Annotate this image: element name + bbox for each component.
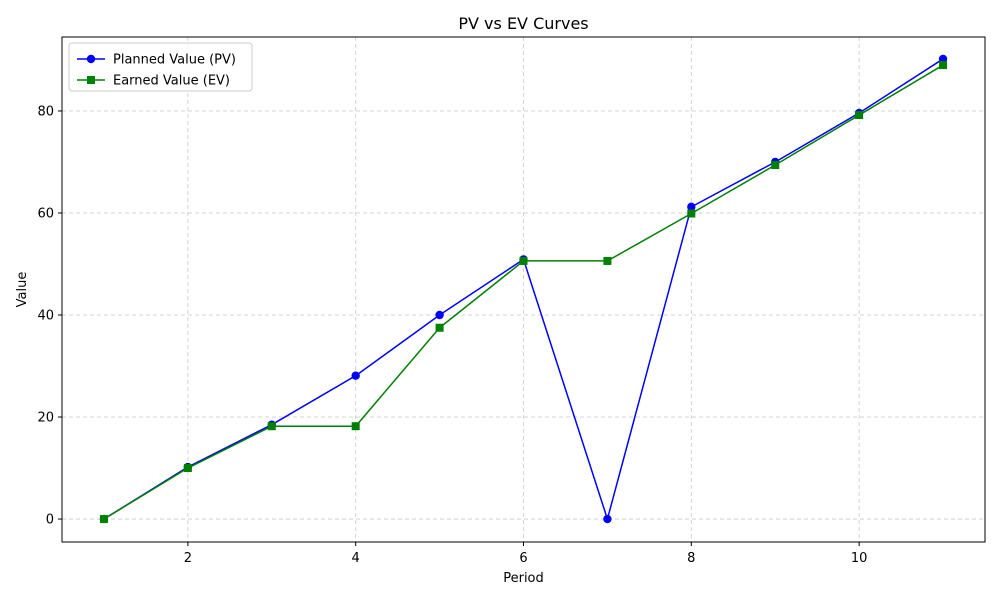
legend-marker bbox=[86, 54, 96, 64]
x-tick-label: 4 bbox=[352, 551, 360, 566]
planned-value-point bbox=[351, 371, 360, 380]
y-axis-label: Value bbox=[15, 272, 30, 308]
earned-value-point bbox=[603, 256, 612, 265]
x-tick-label: 10 bbox=[851, 551, 868, 566]
legend-label: Planned Value (PV) bbox=[113, 53, 236, 68]
y-tick-label: 80 bbox=[37, 104, 54, 119]
earned-value-point bbox=[855, 111, 864, 120]
x-tick-label: 6 bbox=[519, 551, 527, 566]
series-layer bbox=[99, 54, 948, 524]
x-tick-label: 2 bbox=[184, 551, 192, 566]
earned-value-series bbox=[99, 61, 948, 524]
earned-value-point bbox=[267, 422, 276, 431]
grid-lines bbox=[62, 37, 985, 542]
legend-item-earned-value: Earned Value (EV) bbox=[77, 74, 230, 89]
y-tick-label: 60 bbox=[37, 206, 54, 221]
earned-value-point bbox=[183, 464, 192, 473]
earned-value-point bbox=[435, 323, 444, 332]
y-tick-label: 40 bbox=[37, 309, 54, 324]
legend: Planned Value (PV) Earned Value (EV) bbox=[68, 42, 253, 92]
x-axis-label: Period bbox=[503, 571, 544, 586]
legend-box bbox=[68, 42, 253, 92]
planned-value-point bbox=[687, 202, 696, 212]
x-tick-label: 8 bbox=[687, 551, 695, 566]
axis-ticks: 2 4 6 8 10 0 20 40 60 80 bbox=[37, 104, 867, 566]
legend-marker bbox=[87, 76, 95, 84]
earned-value-point bbox=[687, 209, 696, 218]
earned-value-point bbox=[771, 161, 780, 170]
earned-value-point bbox=[99, 515, 108, 524]
planned-value-point bbox=[603, 514, 612, 524]
earned-value-point bbox=[939, 61, 948, 70]
legend-label: Earned Value (EV) bbox=[113, 74, 230, 89]
chart-title: PV vs EV Curves bbox=[458, 14, 588, 33]
planned-value-point bbox=[938, 54, 948, 64]
earned-value-point bbox=[351, 422, 360, 431]
y-tick-label: 0 bbox=[46, 513, 54, 528]
earned-value-point bbox=[519, 256, 528, 265]
planned-value-point bbox=[435, 310, 444, 320]
legend-item-planned-value: Planned Value (PV) bbox=[77, 53, 236, 68]
y-tick-label: 20 bbox=[37, 411, 54, 426]
